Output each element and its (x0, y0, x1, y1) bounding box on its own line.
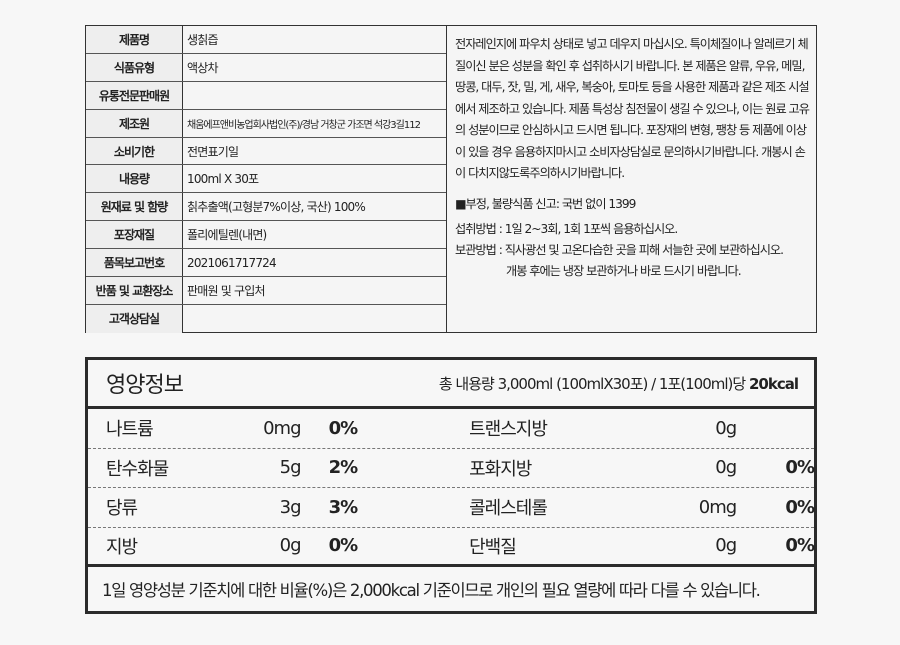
nutrition-facts: 영양정보 총 내용량 3,000ml (100mlX30포) / 1포(100m… (85, 357, 817, 614)
info-row: 식품유형 액상차 (86, 53, 446, 82)
nutrient-percent: 2% (328, 457, 359, 479)
nutrition-title: 영양정보 (106, 373, 184, 398)
nutrient-percent: 0% (785, 535, 815, 557)
nutrient-percent: 0% (785, 457, 815, 479)
info-label: 제조원 (86, 109, 183, 137)
info-label: 포장재질 (86, 221, 183, 249)
nutrient-amount: 0mg (698, 496, 737, 518)
nutrient-row: 당류 3g 3% 콜레스테롤 0mg 0% (88, 488, 815, 528)
info-label: 소비기한 (86, 137, 183, 165)
storage-text: 보관방법 : 직사광선 및 고온다습한 곳을 피해 서늘한 곳에 보관하십시오. (455, 243, 784, 257)
info-label: 고객상담실 (86, 304, 183, 333)
info-value: 폴리에틸렌(내면) (187, 228, 267, 243)
caution-text: 전자레인지에 파우치 상태로 넣고 데우지 마십시오. 특이체질이나 알레르기 … (455, 37, 810, 180)
info-value (183, 305, 446, 333)
nutrition-header: 영양정보 총 내용량 3,000ml (100mlX30포) / 1포(100m… (88, 360, 814, 409)
info-label: 식품유형 (86, 53, 183, 81)
serving-info: 총 내용량 3,000ml (100mlX30포) / 1포(100ml)당 2… (438, 373, 799, 394)
info-value: 전면표기일 (187, 144, 239, 159)
nutrient-percent: 3% (328, 496, 359, 518)
nutrient-row: 탄수화물 5g 2% 포화지방 0g 0% (88, 449, 815, 488)
info-value (183, 82, 446, 109)
nutrient-name: 콜레스테롤 (469, 498, 548, 520)
nutrient-name: 포화지방 (469, 458, 532, 480)
info-row: 원재료 및 함량 칡추출액(고형분7%이상, 국산) 100% (86, 193, 446, 222)
info-label: 유통전문판매원 (86, 81, 183, 109)
nutrient-row: 나트륨 0mg 0% 트랜스지방 0g (88, 409, 814, 449)
info-row: 품목보고번호 2021061717724 (86, 249, 446, 278)
nutrient-row: 지방 0g 0% 단백질 0g 0% (88, 528, 815, 567)
intake-text: 섭취방법 : 1일 2~3회, 1회 1포씩 음용하십시오. (455, 222, 678, 236)
storage-text-2: 개봉 후에는 냉장 보관하거나 바로 드시기 바랍니다. (506, 264, 742, 278)
info-row: 유통전문판매원 (86, 81, 446, 110)
info-value: 생칡즙 (187, 32, 219, 47)
info-label: 내용량 (86, 165, 183, 193)
info-value: 칡추출액(고형분7%이상, 국산) 100% (187, 200, 366, 215)
info-row: 제품명 생칡즙 (86, 26, 446, 54)
info-value: 2021061717724 (187, 255, 277, 270)
nutrient-amount: 5g (279, 457, 302, 479)
notes-panel: 전자레인지에 파우치 상태로 넣고 데우지 마십시오. 특이체질이나 알레르기 … (447, 26, 816, 332)
info-value: 판매원 및 구입처 (187, 283, 266, 298)
nutrient-name: 나트륨 (106, 419, 154, 441)
nutrient-percent: 0% (785, 496, 815, 518)
nutrient-percent: 0% (328, 417, 359, 439)
info-label: 품목보고번호 (86, 249, 183, 277)
info-row: 반품 및 교환장소 판매원 및 구입처 (86, 277, 446, 305)
nutrition-rows: 나트륨 0mg 0% 트랜스지방 0g 탄수화물 5g 2% 포화지방 0g 0% 당류 3g 3% 콜레스… (88, 409, 815, 567)
nutrient-amount: 0g (715, 535, 737, 557)
info-label: 제품명 (86, 26, 183, 53)
nutrient-name: 탄수화물 (106, 458, 169, 480)
nutrient-amount: 0g (715, 417, 737, 439)
nutrient-name: 당류 (106, 498, 138, 520)
nutrient-name: 트랜스지방 (469, 419, 548, 441)
info-label: 반품 및 교환장소 (86, 277, 183, 304)
nutrient-amount: 0mg (263, 417, 301, 439)
info-value: 채움에프앤비농업회사법인(주)/경남 거창군 가조면 석강3길112 (187, 119, 421, 131)
nutrient-name: 단백질 (469, 536, 517, 558)
nutrient-amount: 0g (715, 457, 737, 479)
info-row: 포장재질 폴리에틸렌(내면) (86, 221, 446, 250)
info-row: 고객상담실 (86, 304, 446, 333)
nutrition-footnote: 1일 영양성분 기준치에 대한 비율(%)은 2,000kcal 기준이므로 개… (102, 581, 761, 600)
calories: 20kcal (748, 374, 799, 393)
info-row: 내용량 100ml X 30포 (86, 165, 446, 194)
info-row: 소비기한 전면표기일 (86, 137, 446, 166)
info-value: 액상차 (187, 60, 219, 75)
report-text: ■부정, 불량식품 신고: 국번 없이 1399 (455, 196, 636, 211)
info-row: 제조원 채움에프앤비농업회사법인(주)/경남 거창군 가조면 석강3길112 (86, 109, 446, 138)
nutrient-name: 지방 (106, 536, 138, 558)
info-value: 100ml X 30포 (187, 172, 259, 187)
info-label: 원재료 및 함량 (86, 193, 183, 221)
nutrient-amount: 3g (279, 496, 302, 518)
nutrient-percent: 0% (328, 535, 359, 557)
nutrient-amount: 0g (279, 535, 302, 557)
serving-size: 총 내용량 3,000ml (100mlX30포) / 1포(100ml)당 (438, 374, 746, 393)
